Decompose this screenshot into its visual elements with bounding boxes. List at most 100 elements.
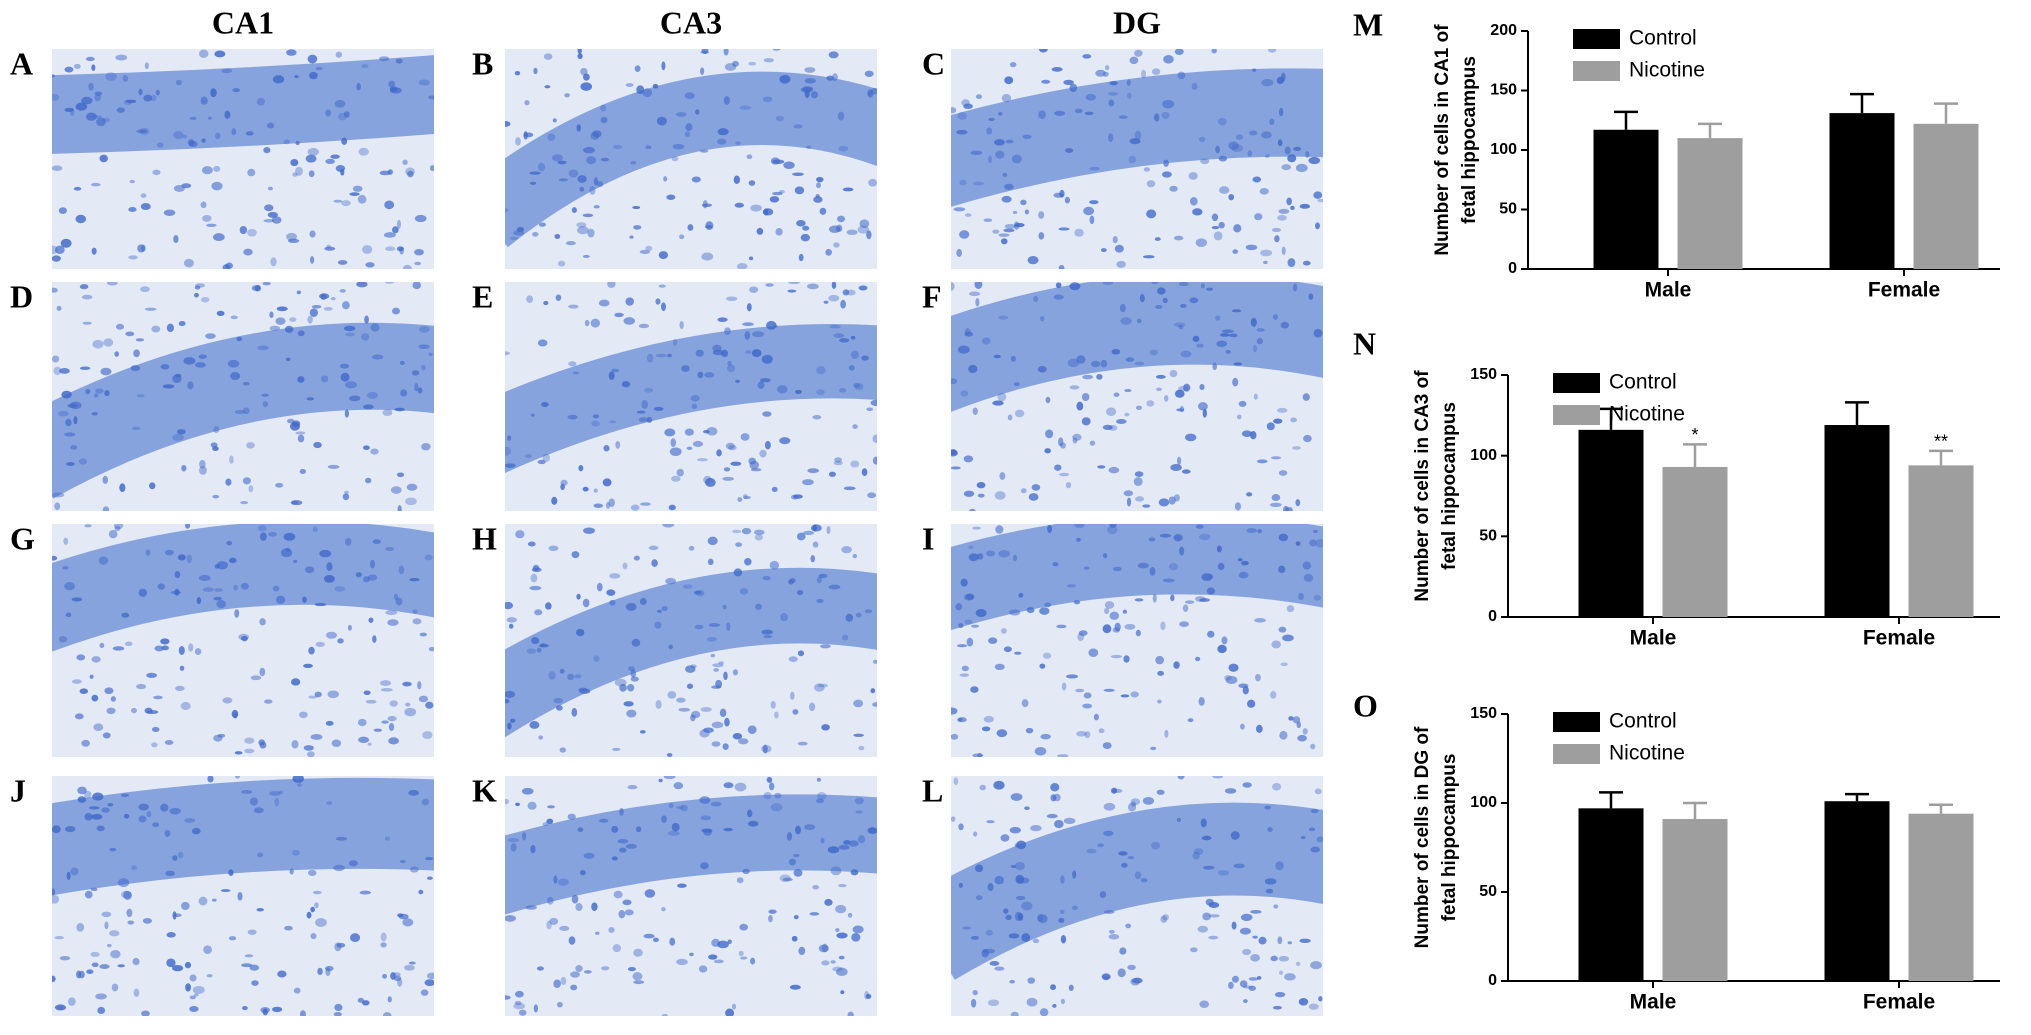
cell [383,232,396,238]
cell [1237,558,1243,562]
cell [412,609,418,614]
cell [742,494,748,500]
cell [623,317,636,325]
cell [380,942,387,948]
cell [52,894,60,904]
cell [1260,249,1273,257]
cell [256,97,265,106]
cell [424,979,434,987]
cell [776,385,788,394]
cell [84,790,92,799]
cell [710,653,716,658]
cell [667,353,672,358]
cell [1163,394,1169,402]
cell [1168,563,1178,571]
cell [1108,133,1114,143]
cell [852,925,864,934]
cell [1038,110,1046,119]
cell [195,362,206,368]
cell [1252,176,1262,183]
cell [213,233,225,241]
cell [701,252,714,261]
cell [1234,502,1242,511]
cell [160,638,170,645]
cell [796,532,806,541]
cell [56,305,62,311]
cell [546,920,552,930]
cell [780,612,788,622]
cell [800,87,813,93]
cell [337,638,344,644]
cell [173,235,179,244]
cell [572,371,580,375]
cell [1122,609,1128,614]
cell [230,315,238,320]
cell [1217,117,1227,126]
cell [591,420,600,427]
cell [138,88,143,96]
cell [362,1000,370,1006]
cell [788,858,796,866]
cell [997,112,1003,116]
cell [987,883,994,892]
cell [1162,171,1172,178]
cell [802,225,810,231]
cell [81,96,93,105]
cell [959,179,967,186]
cell [515,530,525,539]
cell [695,349,704,357]
cell [575,965,583,973]
y-axis-label: Number of cells in DG of [1412,726,1433,948]
cell [632,205,641,210]
histology-image [505,49,877,269]
cell [1038,49,1048,53]
bar [1908,465,1974,617]
cell [713,668,720,672]
cell [52,93,60,101]
cell [292,849,300,856]
cell [1146,400,1155,407]
cell [82,321,92,325]
cell [1151,282,1159,285]
cell [685,123,693,131]
cell [349,395,361,402]
cell [968,364,978,374]
cell [206,974,213,978]
cell [553,875,558,884]
cell [1107,525,1118,535]
cell [1056,754,1069,757]
cell [828,294,840,302]
cell [284,325,294,333]
cell [91,412,98,416]
cell [1199,598,1210,602]
cell [979,784,986,791]
cell [738,738,749,745]
cell [592,414,600,419]
cell [957,112,967,120]
cell [998,233,1010,237]
cell [804,78,816,84]
cell [1156,387,1162,391]
cell [1195,596,1206,602]
cell [870,688,876,694]
cell [278,790,284,795]
cell [606,589,616,596]
cell [1195,656,1201,662]
cell [213,734,223,742]
cell [768,915,773,923]
cell [117,964,125,968]
cell [1146,180,1156,188]
cell [968,291,981,297]
cell [307,148,319,156]
cell [1146,209,1157,219]
cell [303,745,314,751]
histology-image [52,282,434,511]
cell [242,407,250,415]
cell [198,49,209,58]
cell [1114,244,1124,253]
cell [166,932,176,938]
cell [754,534,763,541]
cell [428,646,434,652]
cell [70,867,79,876]
cell [782,877,793,882]
